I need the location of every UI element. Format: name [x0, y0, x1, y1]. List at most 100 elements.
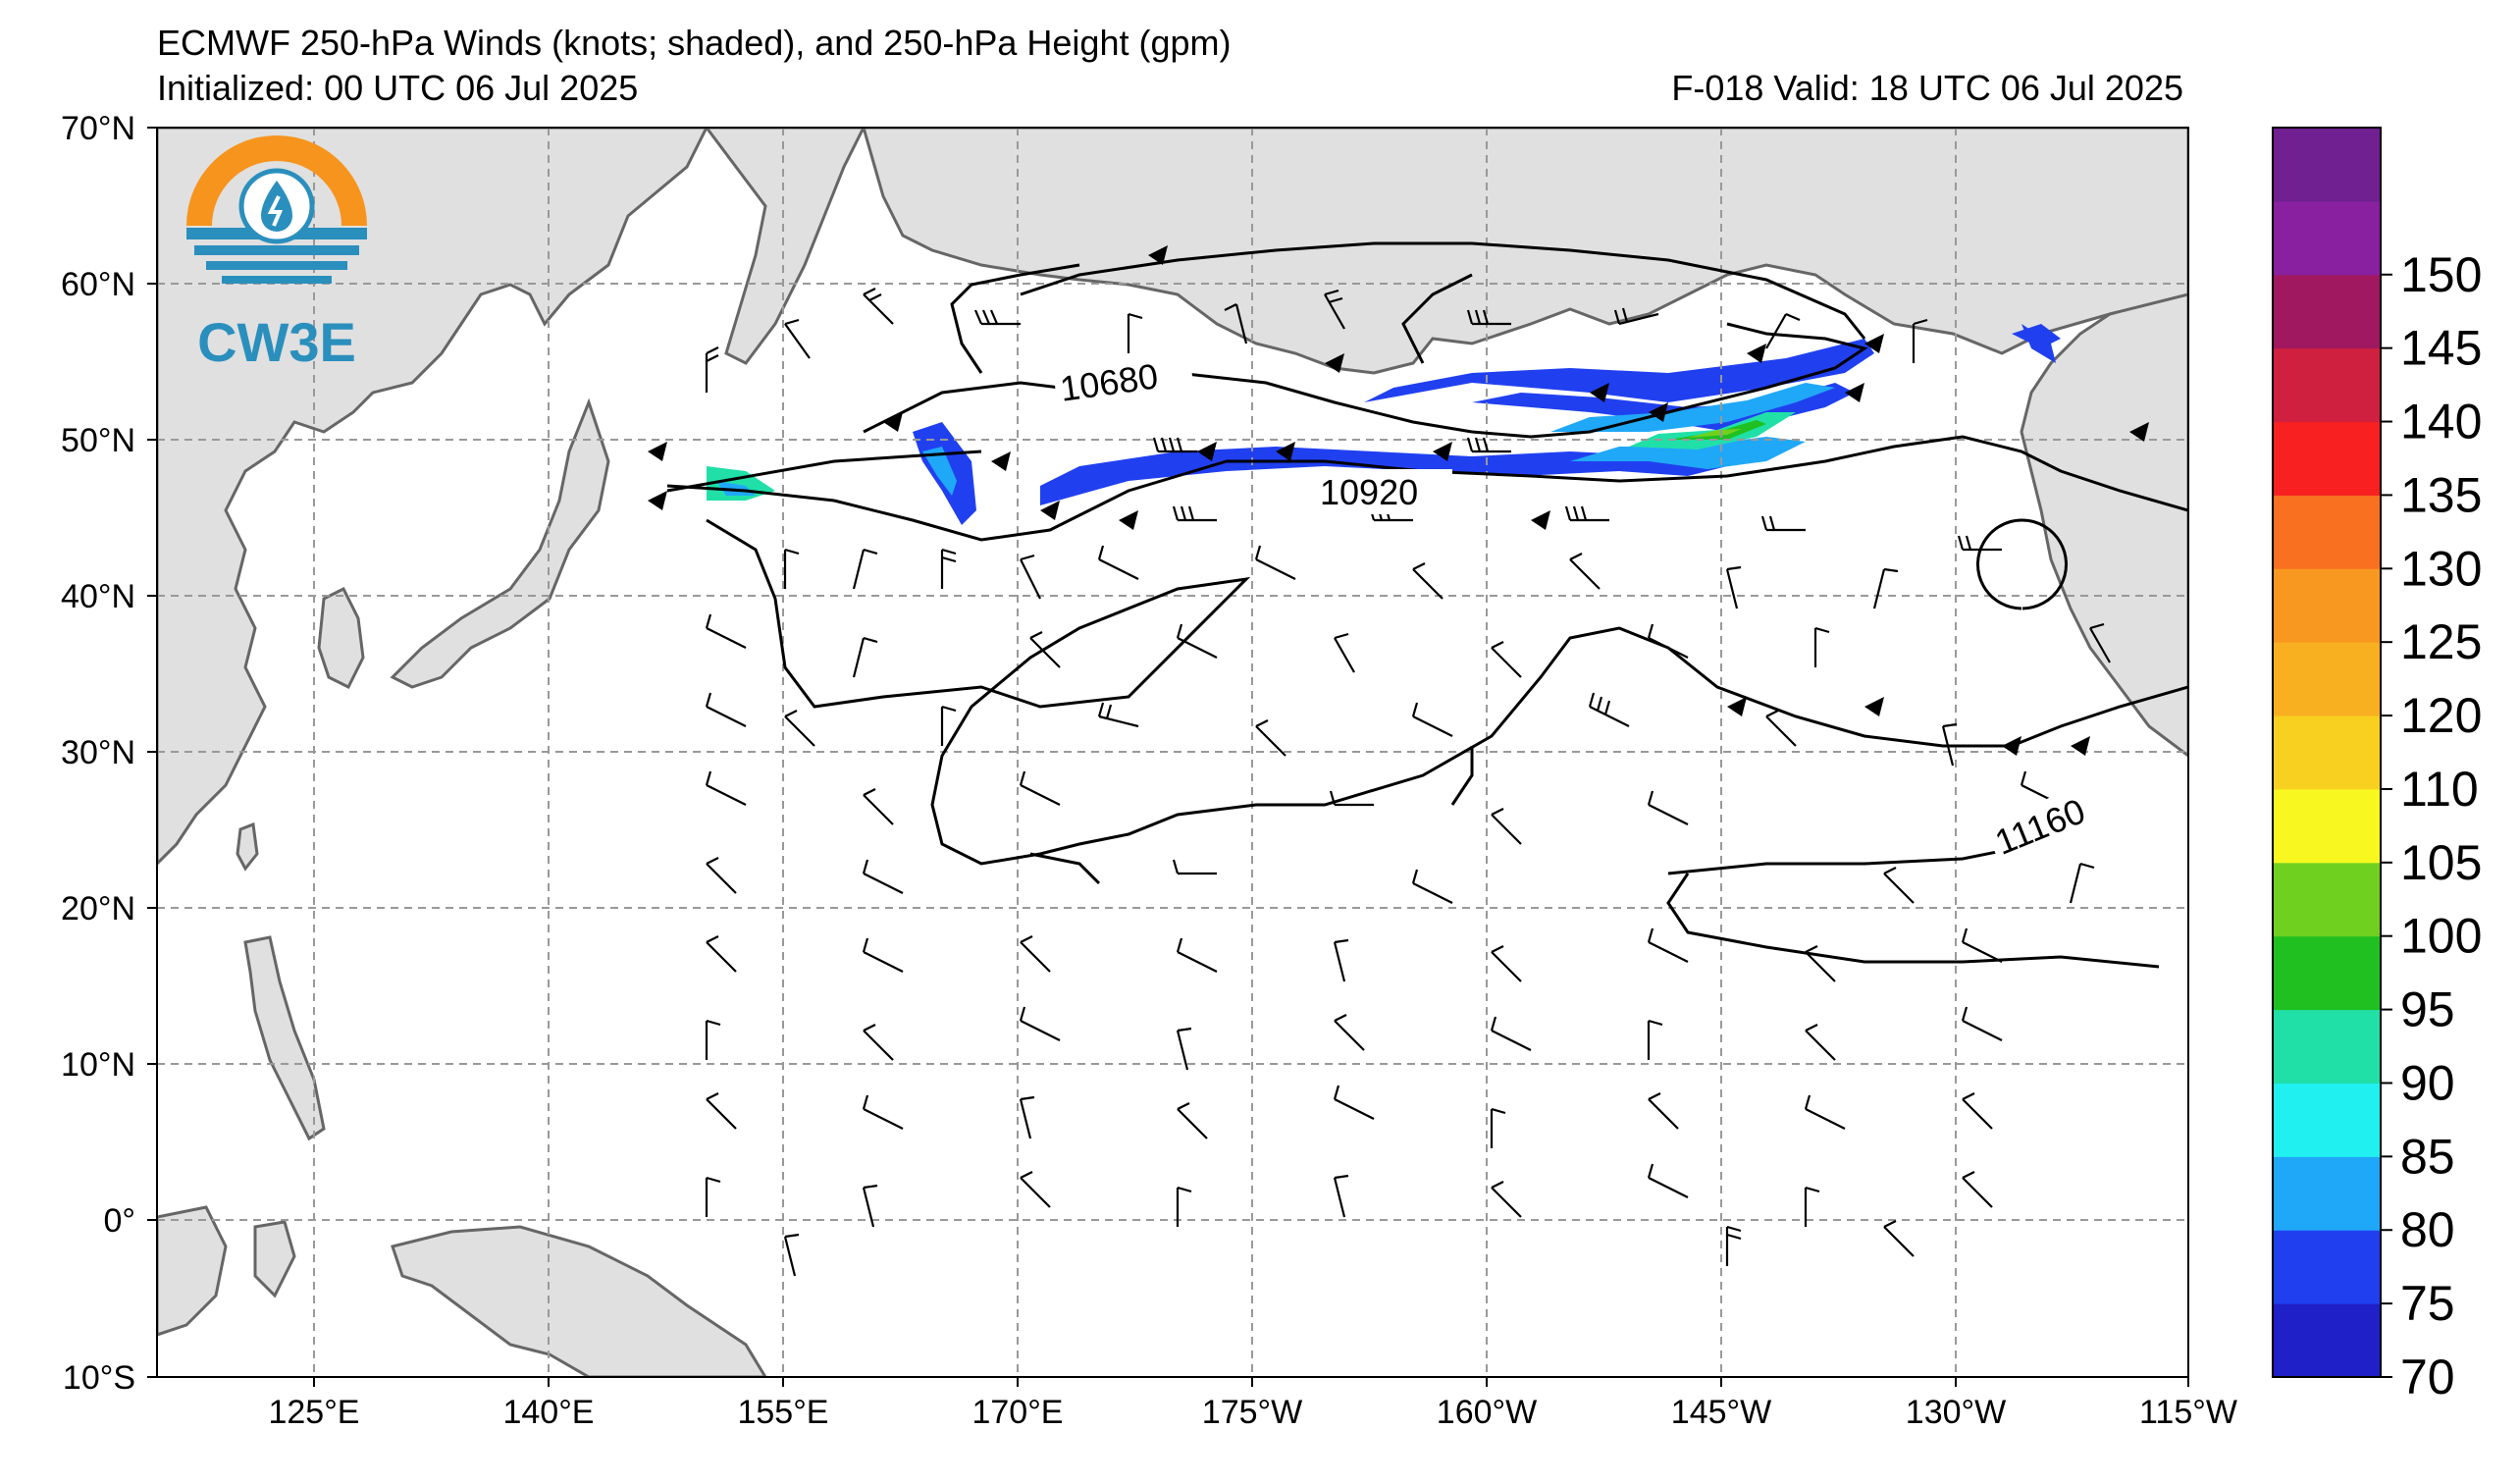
wind-barb [1127, 312, 1143, 353]
wind-barb [1224, 303, 1248, 344]
alaska-landmass [862, 128, 2188, 375]
height-contours [666, 241, 2188, 969]
title-line-1: ECMWF 250-hPa Winds (knots; shaded), and… [157, 23, 1232, 63]
colorbar-swatch [2273, 715, 2381, 790]
wind-barb [705, 1019, 721, 1060]
new-guinea-landmass [391, 1225, 767, 1377]
wind-barb [1176, 623, 1218, 659]
wind-barb [1961, 927, 2003, 963]
lon-label: 145°W [1671, 1394, 1771, 1431]
wind-barb [1647, 1163, 1689, 1198]
colorbar-tick-label: 70 [2400, 1350, 2455, 1404]
contour-label-10920: 10920 [1320, 472, 1418, 512]
wind-barb [1804, 1094, 1846, 1130]
wind-barb [1805, 945, 1836, 982]
land-masses [157, 128, 2188, 1377]
wind-barb [1962, 1092, 1993, 1130]
wind-barb [705, 346, 719, 393]
lat-label: 70°N [61, 110, 135, 147]
wind-barb [1569, 553, 1601, 590]
contour-labels: 10680 10920 11160 [1052, 348, 2128, 867]
wind-barb [1255, 719, 1286, 757]
wind-barb [1491, 1181, 1522, 1218]
wind-barb [1883, 1220, 1915, 1257]
longitude-labels: 125°E 140°E 155°E 170°E 175°W 160°W 145°… [268, 1394, 2236, 1431]
cw3e-logo: CW3E [186, 135, 367, 373]
wind-barb [1961, 1006, 2003, 1041]
colorbar-tick-label: 140 [2400, 395, 2482, 450]
korea-landmass [317, 586, 365, 690]
contour-11160 [706, 518, 2188, 969]
wind-barb [1491, 808, 1522, 845]
colorbar-tick-label: 120 [2400, 688, 2482, 743]
wind-barb [940, 705, 957, 746]
colorbar-tick-label: 95 [2400, 982, 2455, 1037]
wind-barb [706, 857, 737, 894]
wind-barb [1564, 505, 1609, 522]
wind-barb [852, 548, 878, 590]
lon-label: 155°E [737, 1394, 828, 1431]
colorbar-swatch [2273, 421, 2381, 496]
wind-barb [1411, 702, 1453, 737]
lon-label: 170°E [971, 1394, 1063, 1431]
wind-barb [1334, 1014, 1365, 1051]
wind-barb [1872, 567, 1899, 609]
borneo-landmass [157, 1205, 228, 1337]
colorbar-tick-label: 145 [2400, 321, 2482, 376]
japan-landmass [390, 397, 610, 689]
wind-barb [862, 1184, 878, 1228]
wind-barb [1962, 1171, 1993, 1208]
wind-barb [1333, 1085, 1375, 1120]
wind-barb [1466, 309, 1511, 326]
kamchatka-landmass [705, 128, 866, 365]
wind-barb [1491, 641, 1522, 678]
wind-barb [852, 636, 878, 678]
wind-barb [1176, 937, 1218, 973]
wind-barb [705, 692, 747, 727]
wind-barb [1813, 626, 1830, 667]
lat-label: 40°N [61, 578, 135, 615]
philippines-landmass [243, 935, 326, 1141]
wind-barb [1765, 312, 1801, 349]
wind-barb [705, 613, 747, 649]
colorbar-swatch [2273, 274, 2381, 349]
wind-barb [783, 1233, 800, 1277]
colorbar-tick-label: 125 [2400, 614, 2482, 669]
cw3e-logo-text: CW3E [197, 311, 356, 373]
wind-barb [2089, 622, 2111, 663]
wind-barb [862, 859, 904, 894]
wind-barb [705, 770, 747, 806]
wind-barb [1176, 1186, 1192, 1227]
wind-barb [1957, 535, 2002, 552]
wind-barb [973, 309, 1021, 326]
wind-barb [1912, 318, 1928, 363]
colorbar-swatch [2273, 862, 2381, 937]
longitude-ticks [313, 1377, 2189, 1387]
wind-barb [1765, 710, 1797, 747]
colorbar-swatch [2273, 1156, 2381, 1231]
colorbar-swatch [2273, 642, 2381, 716]
wind-barb [1020, 1171, 1051, 1208]
north-america-landmass [2020, 292, 2188, 758]
wind-barb [784, 710, 815, 747]
colorbar-tick-label: 105 [2400, 835, 2482, 890]
colorbar-tick-label: 100 [2400, 909, 2482, 964]
latitude-labels: 70°N 60°N 50°N 40°N 30°N 20°N 10°N 0° 10… [61, 110, 135, 1397]
wind-barb [2069, 862, 2095, 904]
wind-barb [1020, 935, 1051, 973]
wind-barb [1804, 1186, 1820, 1227]
wind-barb [940, 548, 957, 589]
colorbar-tick-label: 80 [2400, 1202, 2455, 1257]
wind-barb [1411, 869, 1453, 904]
wind-barb [1029, 631, 1061, 668]
wind-barb [1648, 1092, 1679, 1130]
wind-barb [1172, 505, 1217, 522]
contour-10920 [666, 435, 2188, 542]
colorbar-swatch [2273, 200, 2381, 276]
wind-barb [1333, 938, 1349, 982]
wind-barb [1647, 1019, 1663, 1060]
colorbar-tick-label: 85 [2400, 1129, 2455, 1184]
colorbar-swatch [2273, 128, 2381, 202]
colorbar-frame [2272, 127, 2382, 1378]
